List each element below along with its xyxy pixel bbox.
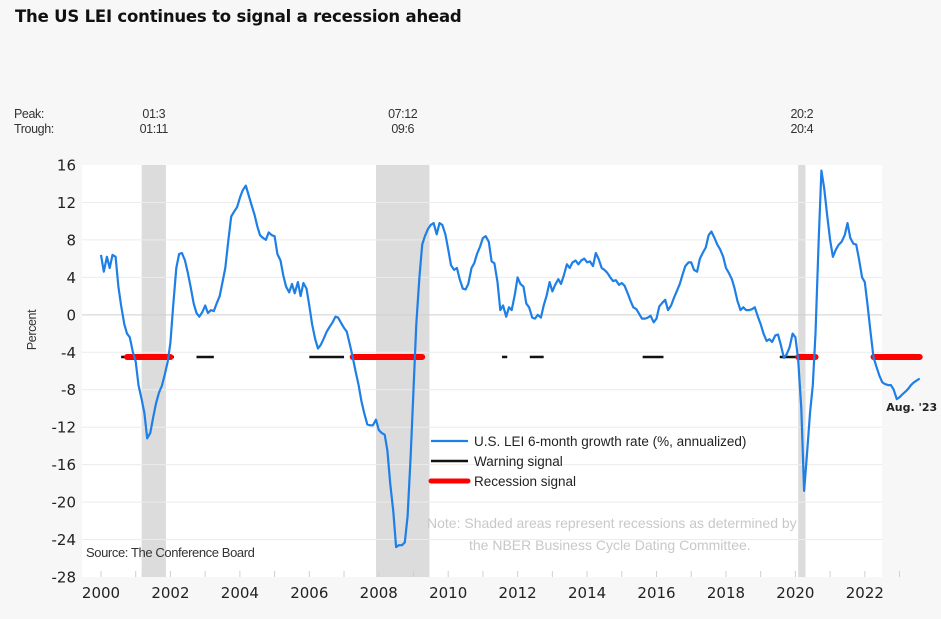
recession-bands	[141, 165, 806, 578]
legend-label-warning: Warning signal	[474, 454, 563, 469]
y-tick-label: -4	[61, 344, 76, 362]
plot-area	[82, 165, 882, 577]
y-tick-label: -24	[52, 531, 77, 549]
y-tick-label: -28	[52, 569, 77, 587]
x-tick-label: 2020	[776, 584, 814, 602]
recession-band	[375, 165, 430, 578]
y-axis-label: Percent	[25, 309, 39, 350]
x-tick-label: 2000	[82, 584, 120, 602]
lei-series-line	[99, 169, 921, 549]
recession-peak-date: 01:3	[142, 107, 165, 121]
y-tick-label: 12	[57, 194, 76, 212]
recession-peak-date: 07:12	[388, 107, 418, 121]
x-tick-label: 2018	[707, 584, 745, 602]
y-tick-label: -8	[61, 381, 76, 399]
y-tick-label: 4	[66, 269, 76, 287]
legend: U.S. LEI 6-month growth rate (%, annuali…	[428, 434, 746, 489]
note-line-2: the NBER Business Cycle Dating Committee…	[469, 537, 751, 553]
recession-trough-date: 01:11	[140, 122, 169, 136]
recession-trough-date: 09:6	[391, 122, 414, 136]
x-tick-labels: 2000 2002 2004 2006 2008 2010 2012 2014 2016 2018…	[82, 571, 901, 602]
y-tick-label: 8	[66, 231, 76, 249]
x-tick-label: 2004	[221, 584, 259, 602]
page-title: The US LEI continues to signal a recessi…	[15, 7, 462, 26]
y-tick-label: -12	[52, 419, 77, 437]
x-tick-label: 2022	[846, 584, 884, 602]
x-tick-label: 2010	[429, 584, 467, 602]
recession-band	[798, 165, 806, 578]
recession-band	[141, 165, 166, 578]
x-tick-label: 2002	[151, 584, 189, 602]
trough-label: Trough:	[14, 122, 54, 136]
y-tick-label: 0	[66, 306, 76, 324]
note-line-1: Note: Shaded areas represent recessions …	[427, 515, 797, 531]
x-tick-label: 2016	[637, 584, 675, 602]
recession-trough-date: 20:4	[790, 122, 813, 136]
latest-annotation: Aug. '23	[886, 401, 937, 414]
y-tick-label: 16	[57, 157, 76, 175]
recession-peak-date: 20:2	[790, 107, 813, 121]
legend-label-lei: U.S. LEI 6-month growth rate (%, annuali…	[474, 434, 746, 449]
y-tick-label: -20	[52, 494, 77, 512]
source-label: Source: The Conference Board	[86, 545, 255, 560]
x-tick-label: 2006	[290, 584, 328, 602]
legend-label-recession: Recession signal	[474, 474, 576, 489]
peak-label: Peak:	[14, 107, 44, 121]
x-tick-label: 2014	[568, 584, 606, 602]
y-tick-labels: 16 12 8 4 0 -4 -8 -12 -16 -20 -24 -28	[52, 157, 77, 587]
y-tick-label: -16	[52, 456, 77, 474]
x-tick-label: 2012	[499, 584, 537, 602]
x-tick-label: 2008	[360, 584, 398, 602]
